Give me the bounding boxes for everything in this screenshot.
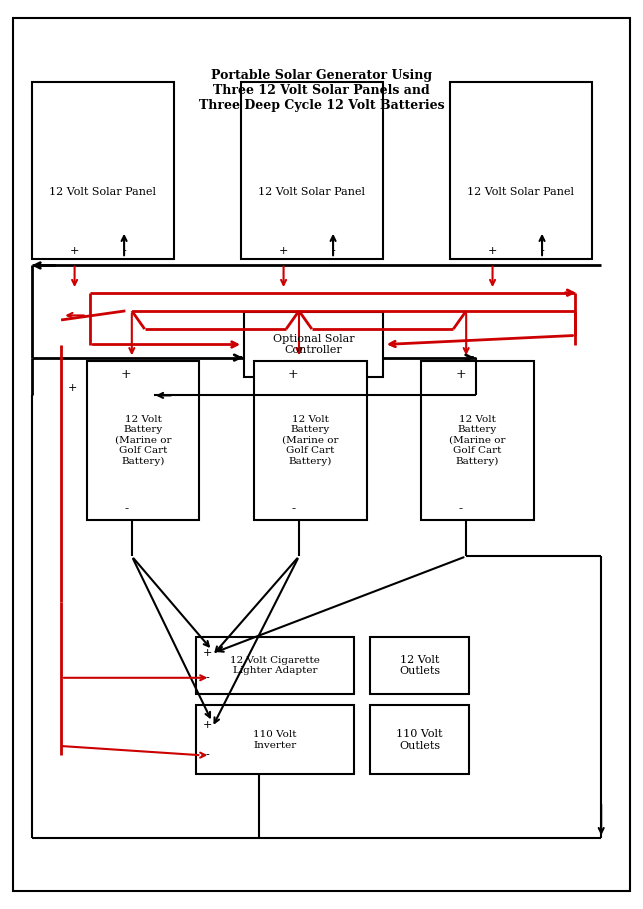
Text: 12 Volt Solar Panel: 12 Volt Solar Panel (50, 186, 156, 196)
Text: -: - (291, 502, 295, 514)
Text: +: + (288, 368, 299, 381)
Text: -: - (458, 502, 462, 514)
Bar (87, 361, 199, 520)
Text: Portable Solar Generator Using
Three 12 Volt Solar Panels and
Three Deep Cycle 1: Portable Solar Generator Using Three 12 … (199, 69, 444, 113)
Bar (196, 705, 354, 774)
Bar (421, 361, 534, 520)
Text: +: + (279, 245, 288, 256)
Bar (32, 82, 174, 259)
Text: -: - (206, 750, 210, 760)
Text: 12 Volt Solar Panel: 12 Volt Solar Panel (467, 186, 574, 196)
Text: 12 Volt Cigarette
Lighter Adapter: 12 Volt Cigarette Lighter Adapter (230, 655, 320, 675)
Text: +: + (488, 245, 497, 256)
Bar (196, 637, 354, 694)
Text: +: + (455, 368, 466, 381)
Text: -: - (540, 245, 544, 256)
Text: +: + (68, 383, 77, 394)
Text: +: + (203, 648, 212, 658)
Text: 110 Volt
Inverter: 110 Volt Inverter (253, 730, 296, 750)
Text: +: + (203, 720, 212, 730)
Text: -: - (122, 245, 126, 256)
Text: +: + (70, 245, 79, 256)
Text: +: + (121, 368, 132, 381)
Bar (450, 82, 592, 259)
Text: 12 Volt
Outlets: 12 Volt Outlets (399, 654, 440, 676)
Text: 110 Volt
Outlets: 110 Volt Outlets (396, 729, 443, 751)
Bar (254, 361, 367, 520)
Text: -: - (331, 245, 335, 256)
Bar (244, 312, 383, 377)
Text: Optional Solar
Controller: Optional Solar Controller (273, 334, 354, 355)
Bar (241, 82, 383, 259)
Text: -: - (206, 673, 210, 683)
Bar (370, 705, 469, 774)
Text: 12 Volt
Battery
(Marine or
Golf Cart
Battery): 12 Volt Battery (Marine or Golf Cart Bat… (282, 415, 338, 465)
Text: 12 Volt Solar Panel: 12 Volt Solar Panel (258, 186, 365, 196)
Text: 12 Volt
Battery
(Marine or
Golf Cart
Battery): 12 Volt Battery (Marine or Golf Cart Bat… (115, 415, 171, 465)
Text: -: - (124, 502, 128, 514)
Text: 12 Volt
Battery
(Marine or
Golf Cart
Battery): 12 Volt Battery (Marine or Golf Cart Bat… (449, 415, 505, 465)
Bar (370, 637, 469, 694)
